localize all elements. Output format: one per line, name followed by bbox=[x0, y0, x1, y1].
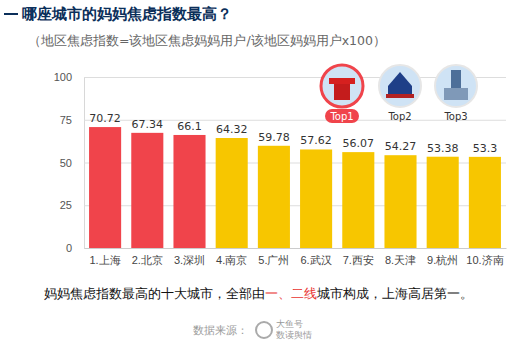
y-tick-label: 75 bbox=[60, 114, 72, 126]
caption-part: 城市构成，上海高居第一。 bbox=[316, 286, 473, 301]
data-label: 64.32 bbox=[216, 123, 248, 136]
title-dash bbox=[4, 13, 18, 15]
annotation: Top3 bbox=[443, 111, 467, 122]
subtitle: （地区焦虑指数=该地区焦虑妈妈用户/该地区妈妈用户x100） bbox=[28, 33, 386, 48]
x-tick: 6.武汉 bbox=[301, 248, 332, 266]
title: 哪座城市的妈妈焦虑指数最高？ bbox=[22, 5, 232, 23]
y-tick: 75 bbox=[60, 114, 506, 126]
top-icon: Top3 bbox=[435, 65, 477, 122]
y-tick-label: 50 bbox=[60, 157, 72, 169]
bar bbox=[216, 138, 248, 248]
bar bbox=[89, 127, 121, 248]
plot: 0 25 50 75 100 1.上海 2.北京 3.深圳 4.南京 5.广州 6.武汉 7.西安 8.… bbox=[54, 71, 507, 266]
x-tick-label: 5.广州 bbox=[258, 254, 289, 266]
icon-shape bbox=[334, 84, 350, 100]
icon-shape bbox=[329, 78, 355, 84]
bar bbox=[131, 133, 163, 248]
x-axis-line bbox=[85, 248, 507, 249]
bar bbox=[173, 135, 205, 248]
icon-shape bbox=[444, 88, 468, 100]
x-tick-label: 6.武汉 bbox=[301, 254, 332, 266]
bar bbox=[300, 149, 332, 248]
data-label: 54.27 bbox=[385, 140, 417, 153]
logo-text: 大鱼号 bbox=[276, 319, 303, 329]
y-tick-label: 0 bbox=[66, 242, 72, 254]
x-tick: 3.深圳 bbox=[174, 248, 205, 266]
data-label: 67.34 bbox=[132, 118, 164, 131]
annotation-badge bbox=[325, 109, 359, 123]
data-label: 59.78 bbox=[258, 131, 290, 144]
data-label: 56.07 bbox=[343, 137, 375, 150]
x-tick: 5.广州 bbox=[258, 248, 289, 266]
x-tick: 1.上海 bbox=[90, 248, 121, 266]
logo-icon bbox=[256, 322, 272, 338]
top-icons: Top1 Top2 Top3 bbox=[321, 65, 477, 123]
data-label: 53.3 bbox=[473, 142, 498, 155]
x-tick-label: 1.上海 bbox=[90, 254, 121, 266]
bar bbox=[427, 157, 459, 248]
x-tick-label: 7.西安 bbox=[343, 254, 374, 266]
chart: 哪座城市的妈妈焦虑指数最高？ （地区焦虑指数=该地区焦虑妈妈用户/该地区妈妈用户x… bbox=[0, 0, 516, 356]
data-label: 66.1 bbox=[177, 120, 202, 133]
x-tick: 2.北京 bbox=[132, 248, 163, 266]
caption-part: 一、二线 bbox=[265, 286, 317, 301]
bar bbox=[258, 146, 290, 248]
x-tick: 10.济南 bbox=[466, 248, 503, 266]
x-tick-label: 4.南京 bbox=[216, 254, 247, 266]
icon-circle bbox=[379, 65, 421, 107]
x-tick: 4.南京 bbox=[216, 248, 247, 266]
top-icon: Top1 bbox=[321, 65, 363, 123]
x-tick-label: 3.深圳 bbox=[174, 254, 205, 266]
x-tick-label: 8.天津 bbox=[385, 254, 416, 266]
data-label: 53.38 bbox=[427, 142, 459, 155]
x-tick-label: 9.杭州 bbox=[427, 254, 458, 266]
bar bbox=[342, 152, 374, 248]
data-label: 70.72 bbox=[89, 112, 121, 125]
grid-line bbox=[84, 248, 506, 249]
x-axis: 1.上海 2.北京 3.深圳 4.南京 5.广州 6.武汉 7.西安 8.天津 9.杭州 10.济… bbox=[85, 248, 507, 266]
annotation: Top2 bbox=[387, 111, 411, 122]
y-tick-label: 25 bbox=[60, 199, 72, 211]
bars bbox=[89, 127, 501, 248]
data-labels: 70.72 67.34 66.1 64.32 59.78 57.62 56.07 54.27 5… bbox=[89, 112, 497, 155]
caption: 妈妈焦虑指数最高的十大城市，全部由一、二线城市构成，上海高居第一。 bbox=[44, 286, 473, 301]
x-tick: 8.天津 bbox=[385, 248, 416, 266]
bar bbox=[469, 157, 501, 248]
bar bbox=[384, 155, 416, 248]
caption-part: 妈妈焦虑指数最高的十大城市，全部由 bbox=[44, 286, 265, 301]
x-tick-label: 2.北京 bbox=[132, 254, 163, 266]
data-label: 57.62 bbox=[300, 134, 332, 147]
logo-text: 数读舆情 bbox=[276, 330, 312, 340]
annotation: Top1 bbox=[329, 111, 353, 122]
icon-shape bbox=[386, 94, 414, 98]
icon-circle bbox=[321, 65, 363, 107]
source: 数据来源： bbox=[193, 324, 248, 337]
icon-circle bbox=[435, 65, 477, 107]
y-tick-label: 100 bbox=[54, 71, 72, 83]
top-icon: Top2 bbox=[379, 65, 421, 122]
x-tick-label: 10.济南 bbox=[466, 254, 503, 266]
x-tick: 7.西安 bbox=[343, 248, 374, 266]
x-tick: 9.杭州 bbox=[427, 248, 458, 266]
